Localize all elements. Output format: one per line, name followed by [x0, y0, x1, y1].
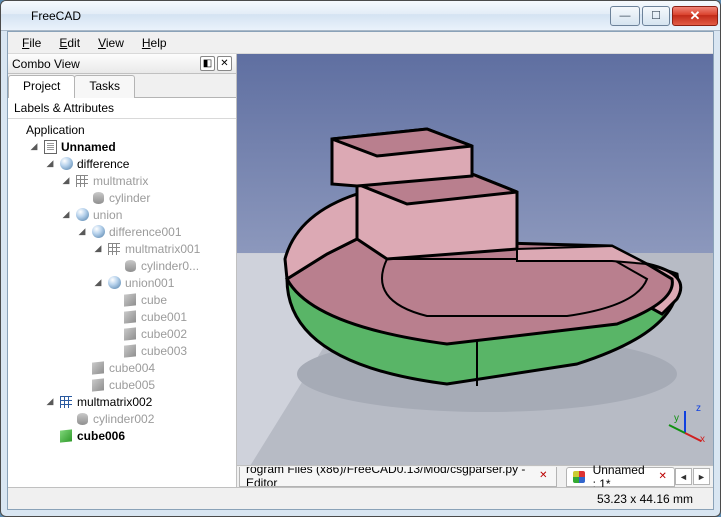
- tree-item[interactable]: cylinder: [109, 191, 150, 205]
- tree-root[interactable]: Application: [26, 123, 85, 137]
- app-icon: [9, 8, 25, 24]
- close-icon[interactable]: ✕: [539, 470, 550, 482]
- close-icon[interactable]: ✕: [659, 471, 668, 483]
- tab-next-button[interactable]: ►: [693, 468, 710, 485]
- tree-item[interactable]: union001: [125, 276, 174, 290]
- client-area: File Edit View Help Combo View ◧ ✕ Proje…: [7, 31, 714, 510]
- tree-item[interactable]: cube005: [109, 378, 155, 392]
- tree-item[interactable]: difference: [77, 157, 129, 171]
- tree-item[interactable]: cube006: [77, 429, 125, 443]
- menubar: File Edit View Help: [8, 32, 713, 54]
- axis-x-label: x: [700, 434, 705, 445]
- tree-item[interactable]: multmatrix: [93, 174, 148, 188]
- tab-project[interactable]: Project: [8, 75, 75, 98]
- minimize-button[interactable]: —: [610, 6, 640, 26]
- tab-tasks[interactable]: Tasks: [74, 75, 135, 98]
- tree-item[interactable]: multmatrix001: [125, 242, 200, 256]
- close-button[interactable]: ✕: [672, 6, 718, 26]
- cube-icon: [122, 343, 138, 359]
- editor-tab-path[interactable]: rogram Files (x86)/FreeCAD0.13/Mod/csgpa…: [239, 467, 557, 487]
- titlebar[interactable]: FreeCAD — ☐ ✕: [1, 1, 720, 31]
- tree-item[interactable]: cube: [141, 293, 167, 307]
- panel-float-button[interactable]: ◧: [200, 56, 215, 71]
- menu-view[interactable]: View: [90, 34, 132, 52]
- editor-tab-doc[interactable]: Unnamed : 1* ✕: [566, 467, 675, 487]
- axis-gizmo: z y x: [667, 407, 703, 443]
- combo-view-panel: Combo View ◧ ✕ Project Tasks Labels & At…: [8, 54, 237, 487]
- axis-z-label: z: [696, 403, 701, 414]
- menu-file[interactable]: File: [14, 34, 49, 52]
- cylinder-icon: [74, 411, 90, 427]
- tree-item[interactable]: cube004: [109, 361, 155, 375]
- cube-icon: [122, 309, 138, 325]
- tree-item[interactable]: cylinder002: [93, 412, 154, 426]
- cylinder-icon: [122, 258, 138, 274]
- tree-item[interactable]: cube002: [141, 327, 187, 341]
- axis-y-label: y: [674, 413, 679, 424]
- sphere-icon: [58, 156, 74, 172]
- tree-doc[interactable]: Unnamed: [61, 140, 116, 154]
- tree-item[interactable]: cylinder0...: [141, 259, 199, 273]
- boat-model: [237, 64, 713, 444]
- tree-item[interactable]: difference001: [109, 225, 182, 239]
- app-icon: [573, 469, 586, 485]
- menu-edit[interactable]: Edit: [51, 34, 88, 52]
- sphere-icon: [106, 275, 122, 291]
- tree-item[interactable]: multmatrix002: [77, 395, 152, 409]
- tree-item[interactable]: union: [93, 208, 122, 222]
- grid-icon: [74, 173, 90, 189]
- model-tree[interactable]: Application ◢Unnamed ◢difference ◢multma…: [8, 119, 236, 487]
- tree-item[interactable]: cube001: [141, 310, 187, 324]
- cube-icon: [90, 360, 106, 376]
- document-icon: [42, 139, 58, 155]
- panel-close-button[interactable]: ✕: [217, 56, 232, 71]
- grid-icon: [106, 241, 122, 257]
- maximize-button[interactable]: ☐: [642, 6, 670, 26]
- statusbar: 53.23 x 44.16 mm: [8, 487, 713, 509]
- expand-icon[interactable]: ◢: [28, 141, 40, 153]
- window-title: FreeCAD: [31, 9, 610, 23]
- status-coords: 53.23 x 44.16 mm: [597, 492, 693, 506]
- menu-help[interactable]: Help: [134, 34, 175, 52]
- cube-icon: [58, 428, 74, 444]
- panel-tabs: Project Tasks: [8, 74, 236, 98]
- tab-prev-button[interactable]: ◄: [675, 468, 692, 485]
- sphere-icon: [90, 224, 106, 240]
- section-header: Labels & Attributes: [8, 98, 236, 119]
- 3d-viewport[interactable]: z y x rogram Files (x86)/FreeCAD0.13/Mod…: [237, 54, 713, 487]
- tree-item[interactable]: cube003: [141, 344, 187, 358]
- cube-icon: [90, 377, 106, 393]
- mdi-tabbar: rogram Files (x86)/FreeCAD0.13/Mod/csgpa…: [237, 465, 713, 487]
- cylinder-icon: [90, 190, 106, 206]
- cube-icon: [122, 326, 138, 342]
- main-window: FreeCAD — ☐ ✕ File Edit View Help Combo …: [0, 0, 721, 517]
- sphere-icon: [74, 207, 90, 223]
- grid-icon: [58, 394, 74, 410]
- cube-icon: [122, 292, 138, 308]
- panel-titlebar[interactable]: Combo View ◧ ✕: [8, 54, 236, 74]
- panel-title-label: Combo View: [12, 57, 198, 71]
